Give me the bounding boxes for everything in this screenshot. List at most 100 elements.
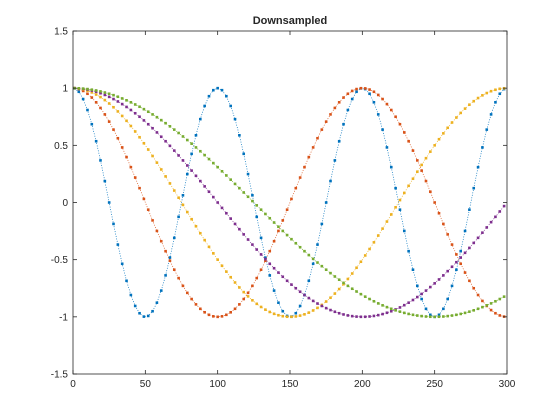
- data-point: [459, 262, 463, 266]
- data-point: [485, 128, 489, 131]
- data-point: [112, 97, 115, 101]
- data-point: [125, 99, 128, 102]
- data-point: [368, 92, 371, 96]
- data-point: [129, 101, 133, 104]
- data-point: [411, 298, 415, 302]
- data-point: [333, 159, 337, 162]
- data-point: [285, 315, 289, 319]
- data-point: [246, 172, 250, 176]
- data-point: [242, 233, 246, 236]
- data-point: [481, 94, 484, 97]
- data-point: [107, 92, 111, 96]
- data-point: [255, 248, 259, 251]
- data-point: [185, 291, 189, 295]
- data-point: [120, 114, 124, 118]
- data-point: [112, 128, 115, 131]
- data-point: [450, 265, 454, 269]
- data-point: [159, 118, 163, 122]
- data-point: [298, 304, 302, 308]
- data-point: [468, 103, 471, 106]
- data-point: [281, 309, 285, 313]
- data-point: [159, 289, 163, 292]
- data-point: [355, 315, 358, 318]
- data-point: [385, 220, 389, 223]
- data-point: [424, 156, 428, 160]
- data-point: [381, 227, 384, 230]
- series-layer: [73, 86, 506, 319]
- data-point: [185, 138, 189, 142]
- data-point: [272, 312, 276, 316]
- data-point: [420, 169, 423, 172]
- data-point: [429, 190, 432, 194]
- data-point: [402, 131, 406, 134]
- data-point: [238, 186, 241, 190]
- data-point: [212, 195, 215, 199]
- data-point: [155, 131, 159, 134]
- data-point: [498, 87, 502, 91]
- data-point: [455, 268, 458, 271]
- data-point: [264, 212, 267, 216]
- data-point: [168, 144, 172, 148]
- data-point: [94, 89, 98, 92]
- data-point: [311, 299, 315, 303]
- data-point: [346, 284, 350, 288]
- data-point: [116, 136, 120, 140]
- data-point: [433, 315, 436, 319]
- data-point: [225, 174, 228, 177]
- data-point: [133, 304, 137, 308]
- data-point: [385, 146, 389, 149]
- data-point: [103, 179, 107, 183]
- data-point: [81, 87, 85, 90]
- data-point: [142, 119, 146, 122]
- data-point: [238, 303, 241, 306]
- data-point: [238, 134, 241, 137]
- data-point: [229, 275, 232, 279]
- data-point: [437, 211, 441, 215]
- data-point: [416, 295, 419, 299]
- data-point: [307, 253, 311, 257]
- data-point: [99, 106, 102, 110]
- data-point: [355, 290, 358, 293]
- data-point: [246, 195, 250, 199]
- data-point: [481, 231, 484, 234]
- data-point: [463, 271, 467, 274]
- data-point: [125, 279, 128, 283]
- data-point: [472, 241, 476, 245]
- data-point: [342, 313, 345, 316]
- data-point: [398, 306, 402, 309]
- data-point: [407, 312, 410, 316]
- data-point: [489, 308, 493, 312]
- data-point: [207, 94, 211, 98]
- data-point: [407, 139, 410, 143]
- data-point: [86, 87, 89, 91]
- data-point: [272, 289, 276, 292]
- data-point: [389, 307, 393, 311]
- data-point: [103, 91, 107, 94]
- data-point: [190, 217, 193, 221]
- data-point: [324, 306, 328, 310]
- data-point: [459, 111, 463, 115]
- data-point: [294, 241, 298, 245]
- data-point: [107, 95, 111, 99]
- data-point: [398, 208, 402, 211]
- data-point: [112, 93, 115, 97]
- data-point: [446, 126, 449, 130]
- data-point: [389, 213, 393, 216]
- data-point: [203, 310, 206, 314]
- data-point: [494, 88, 497, 92]
- data-point: [385, 311, 389, 315]
- data-point: [320, 222, 324, 226]
- data-point: [146, 110, 150, 114]
- data-point: [203, 104, 206, 108]
- data-point: [459, 249, 463, 253]
- data-point: [346, 314, 350, 317]
- data-point: [320, 264, 324, 268]
- data-point: [298, 314, 302, 317]
- data-point: [190, 142, 193, 145]
- data-point: [411, 177, 415, 181]
- data-point: [86, 108, 89, 112]
- data-point: [199, 149, 202, 153]
- data-point: [416, 159, 419, 162]
- data-point: [190, 169, 193, 172]
